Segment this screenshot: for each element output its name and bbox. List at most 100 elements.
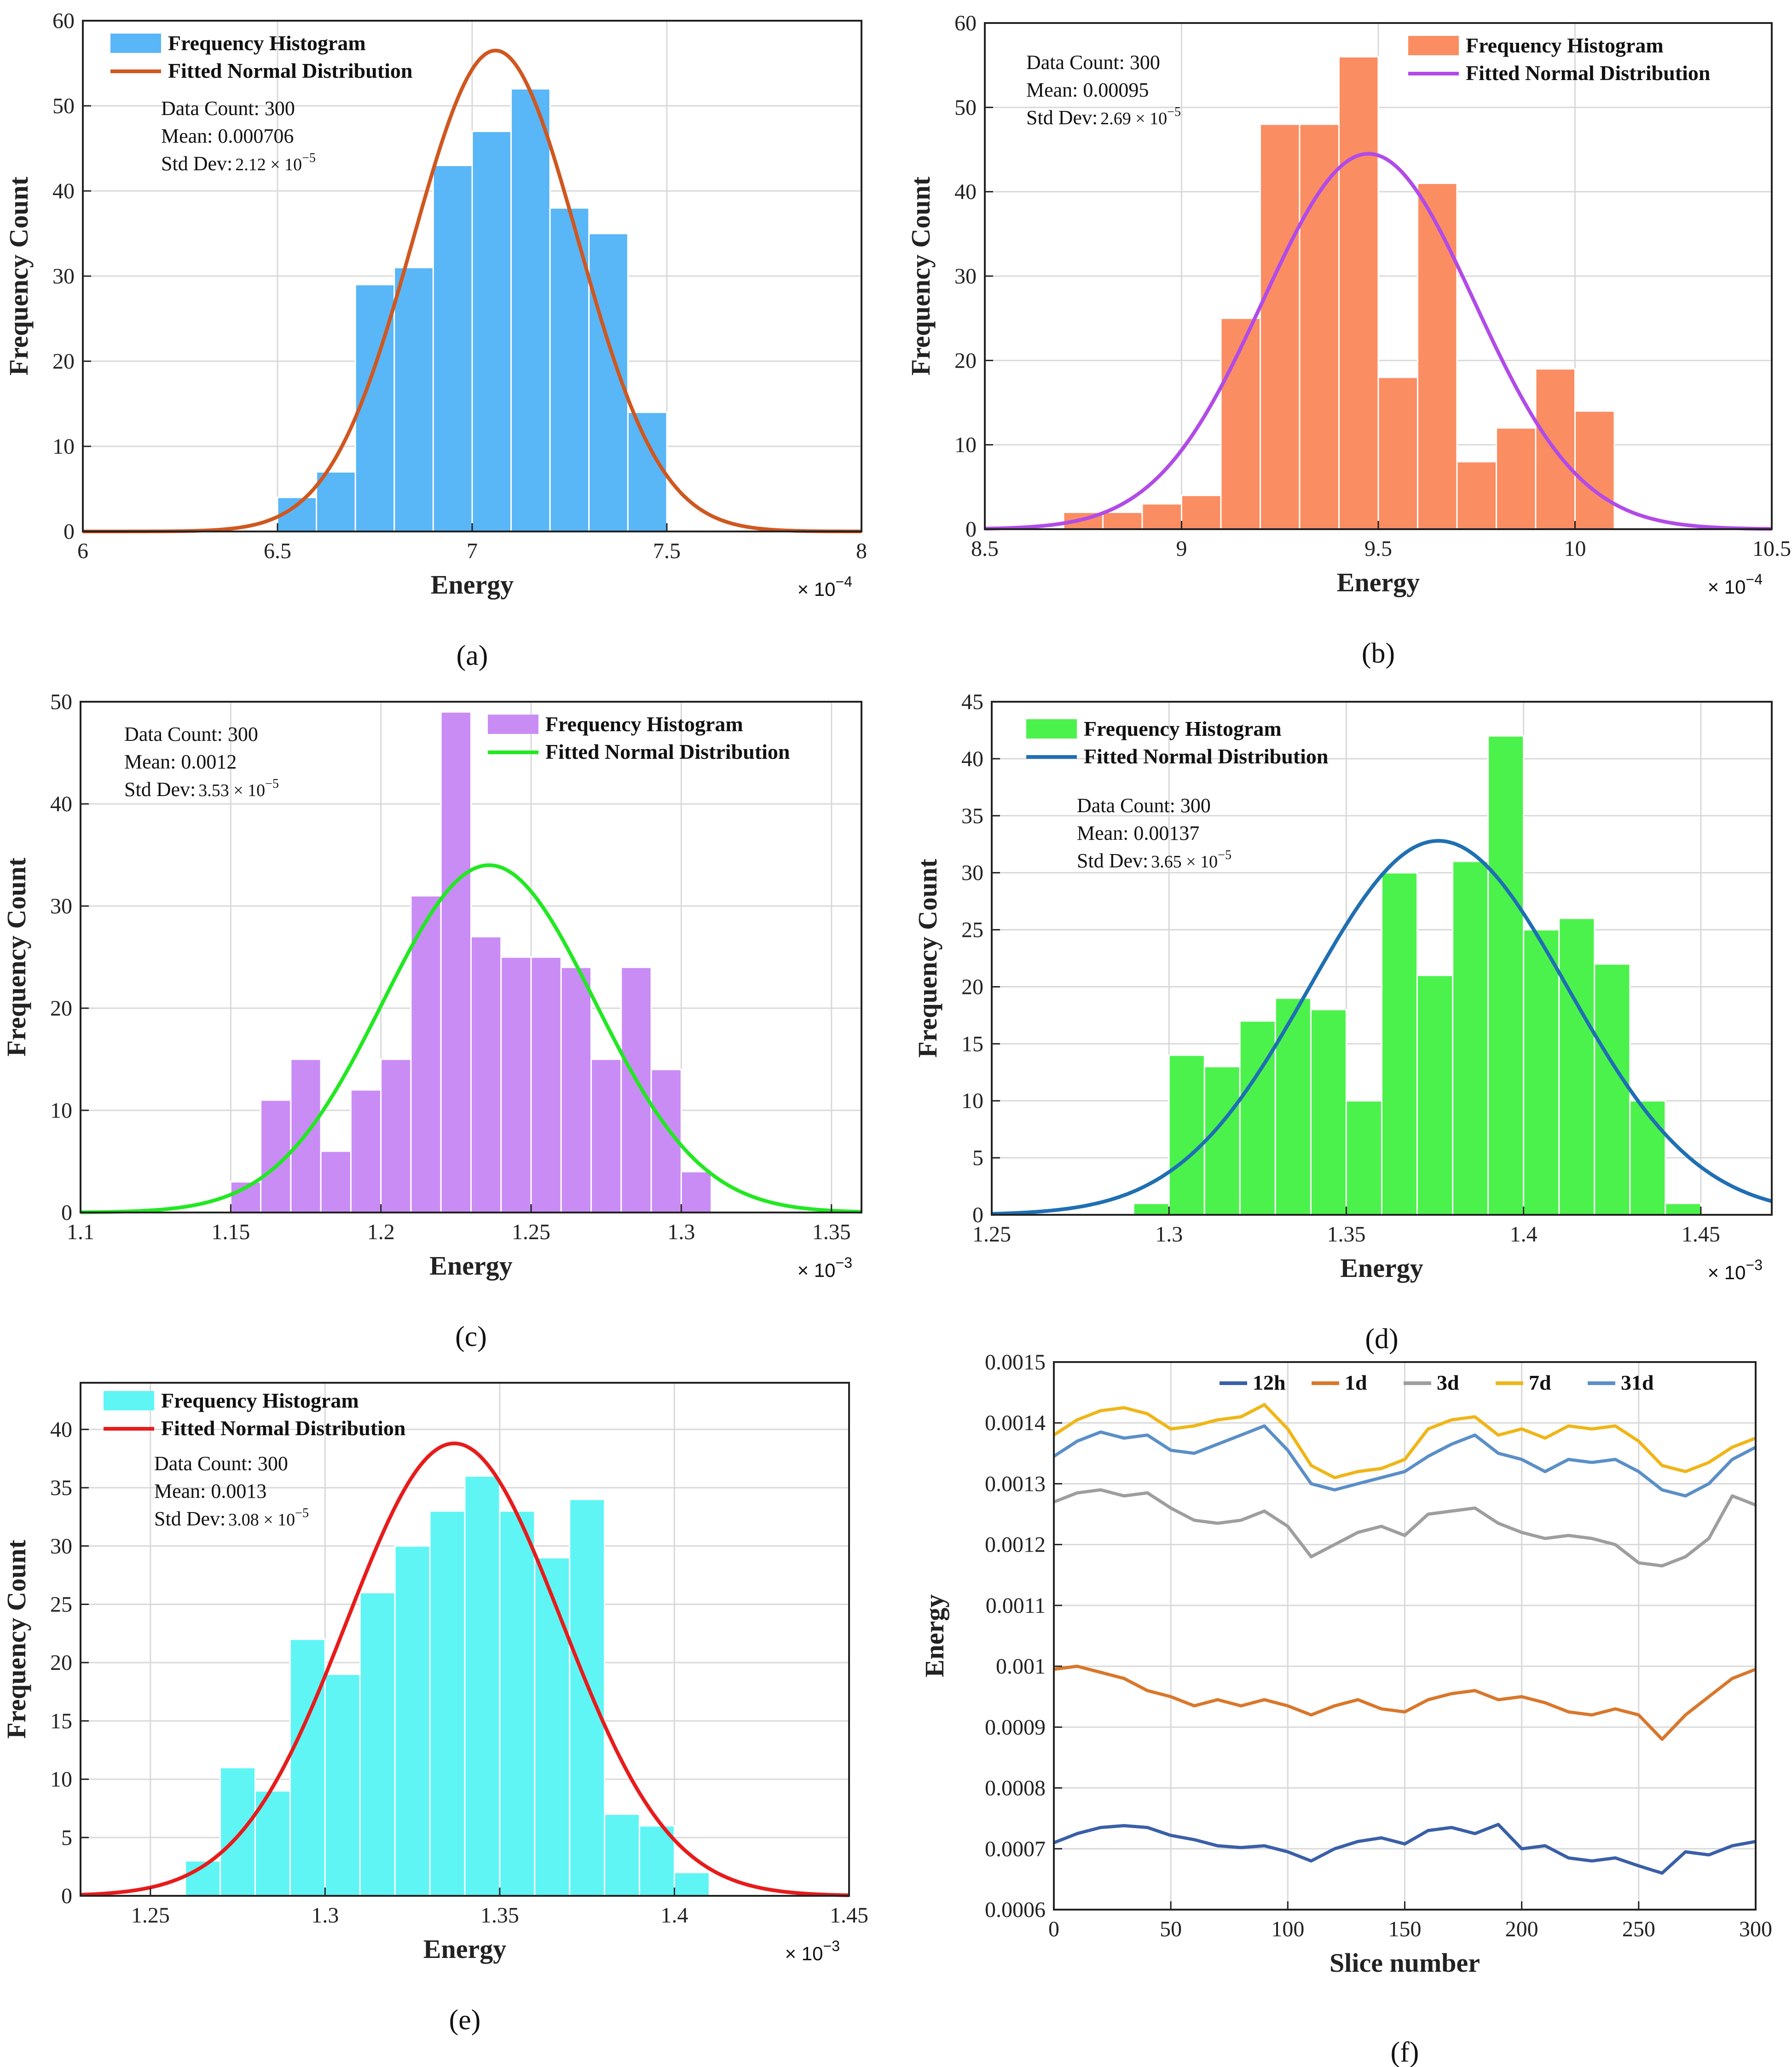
series-line-12h	[1053, 1823, 1756, 1875]
chart-panel-a: 6 6.5 7 7.5 8 0 10 20 30 40 50 60 Energy Frequency Co…	[4, 9, 867, 671]
histogram-bar	[1487, 735, 1525, 1216]
histogram-bar	[1338, 56, 1379, 530]
legend: Frequency Histogram Fitted Normal Distrib…	[488, 712, 790, 763]
data-count-text: Data Count: 300	[1026, 51, 1160, 74]
x-tick-label: 1.25	[131, 1903, 170, 1928]
legend: Frequency Histogram Fitted Normal Distrib…	[1408, 34, 1711, 85]
histogram-bar	[1574, 410, 1615, 530]
histogram-bar	[1168, 1054, 1205, 1216]
stats-annotation: Data Count: 300 Mean: 0.00095 Std Dev: 2.69…	[1026, 51, 1181, 129]
x-tick-label: 6.5	[264, 539, 291, 563]
x-tick-label: 1.1	[67, 1220, 94, 1244]
histogram-bar	[1629, 1100, 1666, 1216]
histogram-bar	[1345, 1100, 1383, 1216]
x-axis-multiplier-exponent: −4	[836, 573, 852, 590]
x-tick-label: 150	[1388, 1917, 1422, 1941]
y-tick-label: 40	[961, 747, 983, 771]
x-axis-label: Energy	[423, 1934, 506, 1964]
legend-swatch-histogram	[1026, 719, 1077, 739]
x-tick-label: 9.5	[1364, 537, 1392, 561]
panel-label: (c)	[455, 1321, 487, 1352]
mean-text: Mean: 0.00137	[1077, 822, 1199, 844]
histogram-bar	[440, 711, 472, 1213]
histogram-bar	[470, 936, 502, 1213]
x-axis-multiplier-base: × 10	[1708, 1262, 1746, 1283]
y-tick-label: 0	[64, 520, 75, 544]
histogram-bar	[673, 1871, 710, 1897]
panel-label: (a)	[457, 640, 488, 671]
legend-label-7d: 7d	[1529, 1371, 1551, 1394]
histogram-bar	[1203, 1066, 1241, 1216]
y-tick-label: 5	[61, 1825, 72, 1850]
chart-panel-e: 1.25 1.3 1.35 1.4 1.45 0 5 10 15 20 25 30 35 40 Energy…	[1, 1382, 868, 2036]
y-tick-label: 35	[961, 804, 983, 828]
y-tick-label: 0.0015	[985, 1350, 1046, 1374]
x-tick-label: 1.45	[830, 1903, 868, 1928]
stats-annotation: Data Count: 300 Mean: 0.0013 Std Dev: 3.08 …	[154, 1452, 309, 1530]
y-tick-label: 10	[954, 433, 977, 457]
x-tick-label: 300	[1739, 1917, 1772, 1941]
stats-annotation: Data Count: 300 Mean: 0.000706 Std Dev: 2.1…	[161, 97, 316, 175]
x-axis-multiplier: × 10−3	[798, 1254, 852, 1281]
y-axis-label: Frequency Count	[4, 176, 34, 375]
legend-label-histogram: Frequency Histogram	[161, 1389, 359, 1412]
histogram-bar	[499, 1510, 536, 1897]
y-tick-label: 10	[52, 434, 75, 459]
legend-label-histogram: Frequency Histogram	[1466, 34, 1664, 57]
x-axis-label: Energy	[1340, 1253, 1423, 1283]
data-count-text: Data Count: 300	[161, 97, 295, 120]
histogram-bar	[1496, 427, 1537, 530]
x-tick-label: 1.45	[1682, 1222, 1720, 1247]
mean-text: Mean: 0.0013	[154, 1480, 266, 1502]
histogram-bar	[680, 1171, 712, 1213]
y-tick-label: 20	[50, 1651, 72, 1675]
histogram-bar	[289, 1639, 326, 1897]
histogram-bar	[1310, 1009, 1347, 1216]
histogram-bar	[1456, 461, 1497, 530]
mean-text: Mean: 0.00095	[1026, 79, 1149, 101]
mean-text: Mean: 0.0012	[124, 751, 237, 773]
x-axis-multiplier-base: × 10	[798, 1259, 836, 1281]
y-tick-label: 20	[50, 996, 72, 1021]
chart-panel-d: 1.25 1.3 1.35 1.4 1.45 0 5 10 15 20 25 30 35 40 45 Ener…	[913, 690, 1773, 1355]
x-tick-label: 200	[1505, 1917, 1538, 1941]
histogram-bar	[1274, 997, 1312, 1216]
histogram-bar	[560, 966, 592, 1213]
x-tick-label: 0	[1048, 1917, 1059, 1941]
plot-frame	[991, 701, 1773, 1216]
y-tick-label: 50	[954, 95, 977, 120]
std-dev-label: Std Dev:	[154, 1507, 225, 1530]
y-tick-label: 40	[50, 1417, 72, 1442]
stats-annotation: Data Count: 300 Mean: 0.0012 Std Dev: 3.53 …	[124, 723, 279, 801]
x-tick-label: 1.25	[512, 1220, 550, 1244]
legend-label-12h: 12h	[1253, 1371, 1286, 1394]
std-dev-value: 3.65 × 10	[1151, 852, 1218, 872]
legend-label-histogram: Frequency Histogram	[168, 31, 366, 55]
std-dev-exponent: −5	[1167, 105, 1181, 119]
legend-label-fit: Fitted Normal Distribution	[161, 1416, 406, 1440]
x-tick-label: 1.35	[812, 1220, 851, 1244]
std-dev-label: Std Dev:	[1026, 106, 1098, 129]
y-tick-label: 0	[61, 1884, 72, 1908]
std-dev-value: 2.12 × 10	[235, 155, 302, 174]
series-line-1d	[1053, 1664, 1757, 1741]
histogram-bar	[1133, 1202, 1170, 1216]
x-axis-label: Energy	[1337, 567, 1420, 597]
std-dev-text: Std Dev: 2.12 × 10−5	[161, 151, 316, 175]
y-tick-label: 60	[954, 11, 977, 35]
y-tick-label: 10	[50, 1767, 72, 1792]
y-tick-label: 0	[965, 517, 977, 542]
std-dev-exponent: −5	[265, 777, 279, 791]
std-dev-text: Std Dev: 3.53 × 10−5	[124, 777, 279, 801]
histogram-bar	[1377, 376, 1418, 530]
mean-text: Mean: 0.000706	[161, 125, 294, 147]
histogram-bar	[410, 895, 442, 1213]
x-tick-label: 7.5	[653, 539, 681, 563]
x-axis-label: Energy	[431, 570, 514, 600]
legend: Frequency Histogram Fitted Normal Distrib…	[104, 1389, 406, 1440]
std-dev-label: Std Dev:	[161, 152, 232, 175]
histogram-bar	[316, 471, 356, 532]
histogram-bar	[220, 1767, 256, 1897]
y-tick-label: 0.0007	[985, 1837, 1046, 1861]
legend-label-histogram: Frequency Histogram	[545, 712, 743, 736]
